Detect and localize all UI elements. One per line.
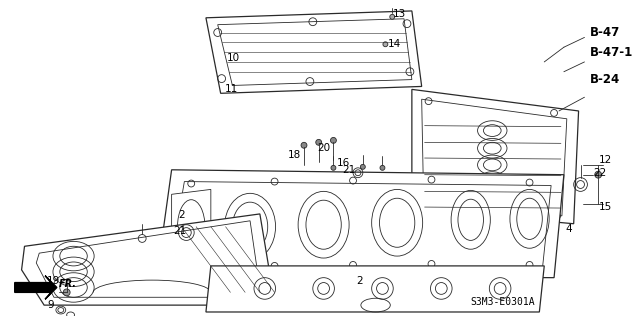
Polygon shape <box>157 170 564 278</box>
Text: 15: 15 <box>598 202 612 212</box>
Polygon shape <box>170 182 551 270</box>
Polygon shape <box>412 89 579 224</box>
Ellipse shape <box>595 171 602 178</box>
Ellipse shape <box>63 289 70 296</box>
Text: 2: 2 <box>356 276 364 286</box>
Text: 16: 16 <box>337 158 350 168</box>
Text: S3M3-E0301A: S3M3-E0301A <box>470 297 535 307</box>
Text: 13: 13 <box>392 9 406 19</box>
Polygon shape <box>422 99 567 216</box>
Ellipse shape <box>380 165 385 170</box>
Text: 22: 22 <box>593 168 607 178</box>
Ellipse shape <box>390 14 395 19</box>
Text: FR.: FR. <box>59 279 77 289</box>
Polygon shape <box>15 276 57 299</box>
Ellipse shape <box>331 165 336 170</box>
Text: 14: 14 <box>388 39 401 49</box>
Text: B-24: B-24 <box>590 73 621 86</box>
Ellipse shape <box>383 42 388 47</box>
Text: 10: 10 <box>227 53 240 63</box>
Text: 4: 4 <box>566 224 572 234</box>
Polygon shape <box>218 19 412 85</box>
Polygon shape <box>172 189 211 263</box>
Text: 20: 20 <box>317 143 330 153</box>
Text: 11: 11 <box>225 85 238 94</box>
Text: 12: 12 <box>598 155 612 165</box>
Text: 9: 9 <box>48 300 54 310</box>
Text: 18: 18 <box>287 150 301 160</box>
Polygon shape <box>206 11 422 93</box>
Polygon shape <box>206 266 544 312</box>
Text: B-47: B-47 <box>590 26 621 39</box>
Text: 2: 2 <box>178 210 185 220</box>
Text: 21: 21 <box>342 165 356 175</box>
Polygon shape <box>36 221 257 297</box>
Text: 19: 19 <box>47 276 61 286</box>
Text: B-47-1: B-47-1 <box>590 46 634 59</box>
Ellipse shape <box>316 139 322 145</box>
Text: 21: 21 <box>173 226 186 236</box>
Ellipse shape <box>330 137 337 143</box>
Ellipse shape <box>360 164 365 169</box>
Polygon shape <box>22 214 269 305</box>
Ellipse shape <box>301 142 307 148</box>
